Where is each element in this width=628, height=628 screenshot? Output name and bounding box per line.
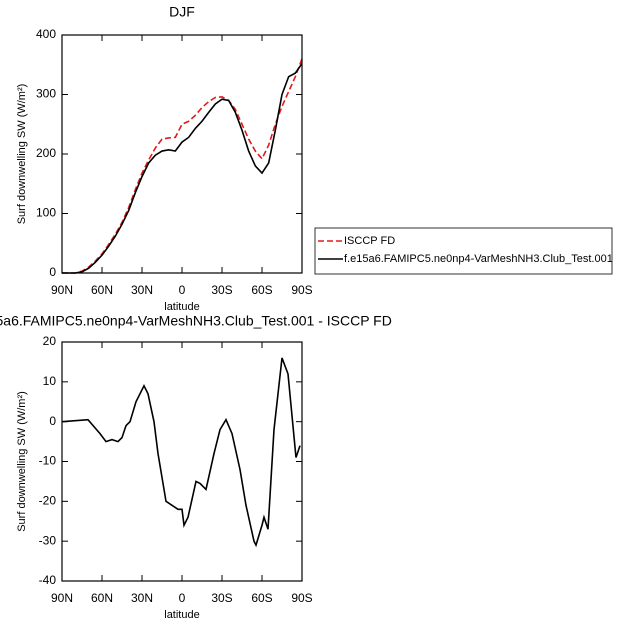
- x-tick-label: 90N: [51, 283, 73, 297]
- y-tick-label: -10: [39, 454, 57, 468]
- y-tick-label: 100: [36, 206, 56, 220]
- legend-label: ISCCP FD: [344, 235, 395, 247]
- y-tick-label: 200: [36, 146, 56, 160]
- legend-label: f.e15a6.FAMIPC5.ne0np4-VarMeshNH3.Club_T…: [344, 253, 613, 265]
- x-tick-label: 90S: [291, 283, 312, 297]
- y-axis-label: Surf downwelling SW (W/m²): [16, 84, 28, 225]
- x-tick-label: 90S: [291, 591, 312, 605]
- legend-box: [314, 227, 613, 275]
- y-tick-label: 10: [43, 374, 57, 388]
- x-tick-label: 60S: [251, 283, 272, 297]
- y-tick-label: 0: [49, 414, 56, 428]
- y-axis-label: Surf downwelling SW (W/m²): [16, 391, 28, 532]
- y-tick-label: 300: [36, 87, 56, 101]
- y-tick-label: 20: [43, 334, 57, 348]
- x-tick-label: 0: [179, 591, 186, 605]
- y-tick-label: 0: [49, 265, 56, 279]
- x-tick-label: 30N: [131, 283, 153, 297]
- x-tick-label: 30S: [211, 283, 232, 297]
- chart-title: DJF: [169, 4, 195, 20]
- plot-frame: [61, 34, 303, 274]
- x-axis-label: latitude: [164, 609, 199, 621]
- x-tick-label: 60N: [91, 283, 113, 297]
- x-tick-label: 30N: [131, 591, 153, 605]
- x-tick-label: 90N: [51, 591, 73, 605]
- x-tick-label: 30S: [211, 591, 232, 605]
- series-line: [62, 63, 303, 274]
- x-tick-label: 60N: [91, 591, 113, 605]
- x-tick-label: 60S: [251, 591, 272, 605]
- y-tick-label: -20: [39, 494, 57, 508]
- plot-frame: [61, 341, 303, 582]
- y-tick-label: -30: [39, 533, 57, 547]
- series-line: [61, 357, 301, 548]
- chart-title: f.e15a6.FAMIPC5.ne0np4-VarMeshNH3.Club_T…: [0, 313, 392, 329]
- x-tick-label: 0: [179, 283, 186, 297]
- x-axis-label: latitude: [164, 301, 199, 313]
- y-tick-label: -40: [39, 573, 57, 587]
- y-tick-label: 400: [36, 27, 56, 41]
